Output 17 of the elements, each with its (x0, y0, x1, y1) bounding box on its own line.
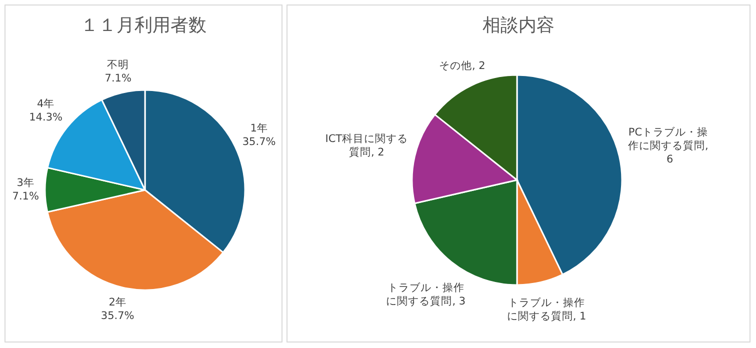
slice-label: 1年 (250, 122, 268, 134)
data-label: 35.7% (100, 310, 134, 322)
data-label: 7.1% (12, 190, 39, 203)
slice-label: トラブル・操作に関する質問, 1 (506, 296, 586, 323)
data-label: 35.7% (242, 136, 276, 148)
slice-label: 2年 (108, 296, 126, 308)
chart-title: １１月利用者数 (80, 15, 206, 36)
slice-label: 3年 (16, 177, 34, 190)
data-label: 14.3% (29, 111, 63, 124)
slice-label: 不明 (107, 58, 130, 71)
slice-label: トラブル・操作に関する質問, 3 (386, 280, 466, 308)
data-label: 7.1% (104, 72, 132, 84)
slice-label: PCトラブル・操作に関する質問, 6 (627, 125, 708, 166)
chart-title: 相談内容 (482, 15, 554, 36)
slice-label: 4年 (36, 98, 55, 110)
slice-label: その他, 2 (438, 60, 486, 72)
slice-label: ICT科目に関する質問, 2 (325, 132, 408, 158)
